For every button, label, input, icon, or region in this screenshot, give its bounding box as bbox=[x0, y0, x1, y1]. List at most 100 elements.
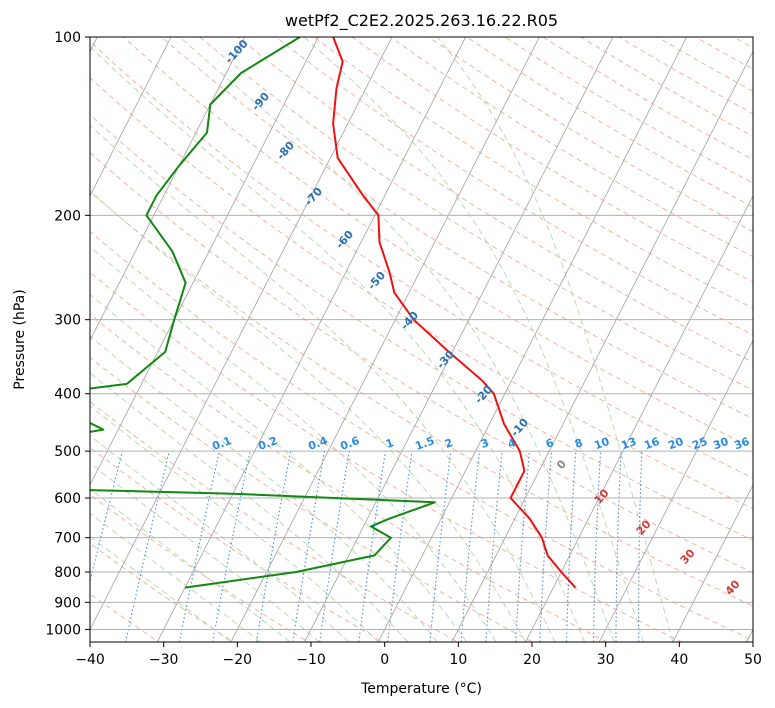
x-tick-label: 10 bbox=[449, 652, 467, 668]
mixing-ratio-label: 4 bbox=[506, 436, 518, 451]
mixing-ratio-line bbox=[212, 450, 251, 642]
dry-adiabat bbox=[90, 152, 753, 574]
mixing-ratio-label: 1.5 bbox=[413, 434, 436, 453]
isotherm-label: -30 bbox=[434, 348, 457, 372]
moist-adiabat bbox=[437, 37, 674, 642]
mixing-ratio-label: 2 bbox=[443, 436, 455, 451]
mixing-ratio-label: 3 bbox=[479, 436, 491, 451]
y-tick-label: 600 bbox=[54, 491, 81, 507]
isotherm-label: -60 bbox=[333, 228, 356, 252]
x-tick-label: 40 bbox=[670, 652, 688, 668]
mixing-ratio-line bbox=[460, 451, 481, 642]
dry-adiabat bbox=[90, 313, 609, 642]
mixing-ratio-label: 0.2 bbox=[256, 434, 279, 453]
mixing-ratio-label: 25 bbox=[690, 435, 709, 452]
dry-adiabat bbox=[313, 37, 753, 309]
dry-adiabat bbox=[580, 37, 753, 137]
mixing-ratio-label: 1 bbox=[384, 436, 396, 451]
moist-adiabat bbox=[90, 462, 320, 642]
contour-labels: -100-90-80-70-60-50-40-30-20-10010203040… bbox=[210, 37, 751, 598]
moist-adiabat bbox=[90, 46, 585, 642]
moist-adiabat bbox=[90, 190, 527, 642]
moist-adiabat bbox=[90, 372, 409, 642]
y-tick-label: 100 bbox=[54, 30, 81, 46]
plot-frame bbox=[89, 36, 754, 643]
mixing-ratio-label: 0.6 bbox=[338, 434, 361, 453]
isotherm bbox=[746, 628, 753, 642]
dry-adiabat bbox=[723, 10, 775, 654]
dry-adiabat bbox=[389, 37, 753, 258]
isotherm-label: -70 bbox=[302, 185, 325, 209]
isotherm-label: -40 bbox=[398, 309, 421, 333]
dry-adiabat bbox=[618, 37, 753, 115]
mixing-ratio-line bbox=[485, 451, 503, 642]
isotherm bbox=[525, 194, 753, 642]
dry-adiabat bbox=[465, 37, 753, 208]
isotherm bbox=[672, 483, 753, 642]
x-tick-label: 20 bbox=[523, 652, 541, 668]
isotherm-label: 10 bbox=[592, 486, 612, 506]
dry-adiabat bbox=[760, 10, 775, 654]
isotherm-label: -100 bbox=[223, 37, 251, 66]
mixing-ratio-label: 36 bbox=[732, 435, 751, 453]
isotherm-label: -90 bbox=[249, 90, 272, 114]
moist-adiabat bbox=[90, 405, 379, 642]
isotherm-label: 20 bbox=[634, 517, 654, 537]
mixing-ratio-label: 6 bbox=[544, 436, 556, 451]
mixing-ratio-line bbox=[638, 451, 643, 642]
x-axis: −40 −30 −20 −10 0 10 20 30 40 50 bbox=[75, 642, 762, 668]
y-axis-label: Pressure (hPa) bbox=[12, 289, 28, 389]
isotherm bbox=[90, 37, 319, 486]
mixing-ratio-line bbox=[592, 451, 602, 642]
dry-adiabat bbox=[351, 37, 753, 283]
mixing-ratio-line bbox=[178, 450, 220, 642]
dry-adiabat bbox=[90, 190, 753, 607]
y-tick-label: 1000 bbox=[45, 622, 81, 638]
isotherm-label: -50 bbox=[365, 269, 388, 293]
background-lines bbox=[90, 10, 775, 654]
isotherm-label: 0 bbox=[554, 457, 569, 472]
dry-adiabat bbox=[90, 446, 385, 642]
dry-adiabat bbox=[90, 494, 310, 642]
dewpoint-line bbox=[90, 37, 436, 589]
dry-adiabat bbox=[275, 37, 753, 336]
x-tick-label: −20 bbox=[223, 652, 253, 668]
moist-adiabat bbox=[90, 245, 497, 642]
dry-adiabat bbox=[694, 37, 753, 70]
y-tick-label: 800 bbox=[54, 565, 81, 581]
moist-adiabat bbox=[90, 335, 438, 642]
isotherm bbox=[598, 339, 753, 642]
isotherm bbox=[90, 37, 393, 631]
y-tick-label: 300 bbox=[54, 313, 81, 329]
dry-adiabat bbox=[90, 40, 753, 479]
dry-adiabat bbox=[160, 37, 753, 420]
mixing-ratio-label: 0.1 bbox=[210, 434, 233, 453]
isotherm bbox=[230, 37, 540, 642]
temperature-line bbox=[332, 37, 577, 589]
y-tick-label: 200 bbox=[54, 208, 81, 224]
x-axis-label: Temperature (°C) bbox=[360, 681, 482, 697]
mixing-ratio-label: 0.4 bbox=[306, 434, 329, 453]
mixing-ratio-label: 13 bbox=[619, 435, 638, 452]
mixing-ratio-label: 20 bbox=[666, 435, 685, 453]
y-tick-label: 700 bbox=[54, 531, 81, 547]
dry-adiabat bbox=[90, 271, 683, 642]
moist-adiabat bbox=[90, 124, 556, 642]
isotherm bbox=[156, 37, 467, 642]
x-tick-label: 30 bbox=[597, 652, 615, 668]
y-tick-label: 400 bbox=[54, 387, 81, 403]
x-tick-label: 0 bbox=[380, 652, 389, 668]
mixing-ratio-label: 8 bbox=[573, 436, 585, 451]
x-tick-label: −40 bbox=[75, 652, 105, 668]
mixing-ratio-line bbox=[358, 451, 387, 642]
dry-adiabat bbox=[90, 356, 534, 642]
dry-adiabat bbox=[503, 37, 753, 184]
x-tick-label: 50 bbox=[744, 652, 762, 668]
isotherm bbox=[90, 37, 172, 197]
moist-adiabat bbox=[90, 535, 232, 642]
y-tick-label: 500 bbox=[54, 444, 81, 460]
dry-adiabat bbox=[90, 593, 160, 642]
x-tick-label: −10 bbox=[296, 652, 326, 668]
